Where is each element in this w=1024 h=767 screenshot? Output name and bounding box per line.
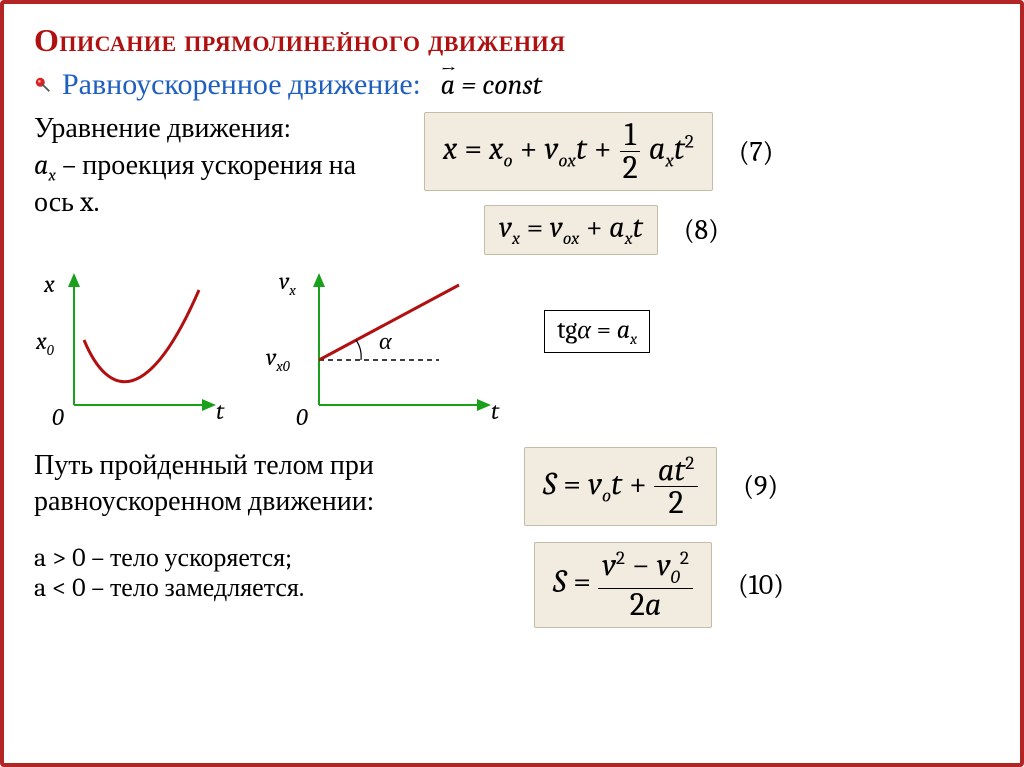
slide-content: Описание прямолинейного движения Равноус…: [4, 4, 1020, 763]
cond-pos: a > 0 – тело ускоряется;: [34, 543, 434, 573]
pushpin-icon: [34, 76, 52, 94]
g2-alpha: α: [379, 327, 392, 356]
graph-velocity: vx vx0 0 t α: [264, 265, 504, 429]
equation-9-number: (9): [743, 470, 778, 502]
subtitle-formula: a = const: [441, 69, 543, 101]
tangent-formula: tgα = ax: [544, 310, 650, 353]
graphs-row: x x0 0 t vx vx0 0 t α: [34, 265, 980, 429]
path-text: Путь пройденный телом при равноускоренно…: [34, 447, 434, 520]
subtitle-row: Равноускоренное движение: a = const: [34, 67, 980, 102]
eq-motion-heading: Уравнение движения:: [34, 112, 394, 145]
graph-position-svg: [34, 265, 224, 425]
g2-origin: 0: [296, 403, 308, 431]
g2-y0: vx0: [266, 343, 290, 375]
cond-neg: a < 0 – тело замедляется.: [34, 573, 434, 603]
ax-description: ax – проекция ускорения на ось x.: [34, 149, 394, 219]
equation-7-number: (7): [739, 136, 774, 168]
equation-8-number: (8): [684, 214, 719, 246]
subtitle-label: Равноускоренное движение:: [62, 67, 421, 102]
equation-8: vx = vox + axt: [484, 205, 658, 255]
equation-10: S = v2 − v022a: [534, 542, 712, 627]
equation-9: S = vot + at22: [524, 447, 717, 527]
slide-title: Описание прямолинейного движения: [34, 22, 980, 59]
g2-xlabel: t: [491, 397, 499, 425]
graph-position: x x0 0 t: [34, 265, 224, 429]
g1-xlabel: t: [216, 397, 224, 425]
g1-ylabel: x: [44, 270, 55, 298]
equation-7: x = xo + voxt + 12 axt2: [424, 112, 713, 191]
g1-origin: 0: [52, 403, 64, 431]
g1-y0: x0: [36, 327, 54, 359]
g2-ylabel: vx: [279, 267, 296, 299]
equation-10-number: (10): [738, 569, 784, 601]
